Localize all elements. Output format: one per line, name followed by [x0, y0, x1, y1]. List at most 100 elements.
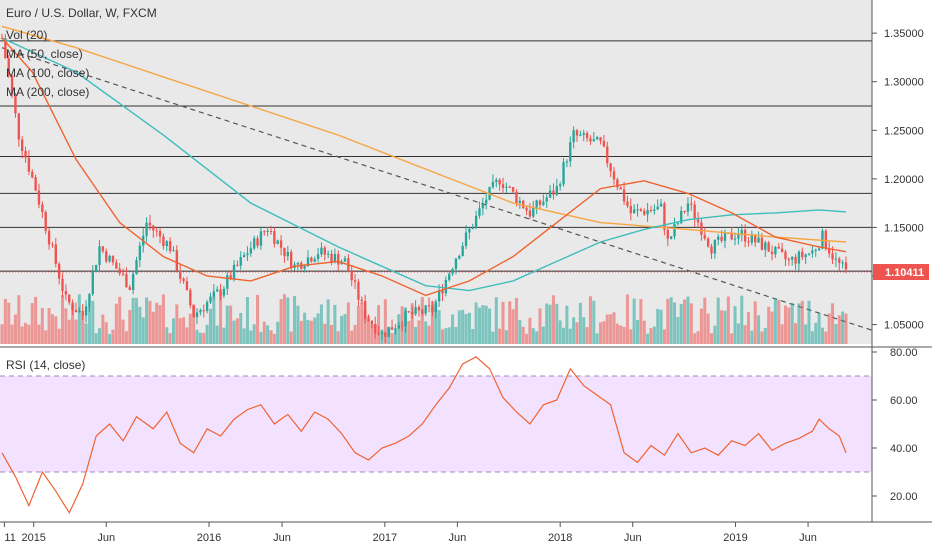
- candle-body: [57, 263, 61, 279]
- candle-body: [629, 205, 632, 214]
- volume-bar: [689, 303, 693, 344]
- volume-bar: [198, 332, 202, 344]
- time-axis[interactable]: 11 2015 Jun 2016 Jun 2017 Jun 2018 Jun 2019 Jun: [0, 521, 932, 544]
- candle-body: [495, 179, 498, 183]
- volume-bar: [844, 313, 848, 344]
- volume-bar: [346, 302, 350, 344]
- candle-body: [34, 177, 37, 191]
- candle-body: [807, 253, 811, 255]
- candle-body: [750, 234, 754, 243]
- legend-ma200[interactable]: MA (200, close): [6, 85, 90, 99]
- candle-body: [411, 312, 414, 315]
- candle-body: [94, 264, 98, 272]
- volume-bar: [817, 313, 821, 344]
- candle-body: [582, 133, 585, 135]
- volume-bar: [299, 320, 303, 344]
- candle-body: [474, 215, 478, 228]
- volume-bar: [790, 302, 794, 344]
- candle-body: [337, 253, 340, 265]
- volume-bar: [750, 330, 754, 344]
- candle-body: [242, 255, 246, 257]
- candle-body: [323, 247, 326, 255]
- volume-bar: [773, 298, 777, 344]
- candle-body: [387, 327, 390, 337]
- volume-bar: [245, 297, 249, 344]
- candle-body: [185, 281, 189, 291]
- volume-bar: [572, 317, 576, 344]
- candle-body: [101, 246, 105, 252]
- volume-bar: [67, 319, 71, 344]
- legend-volume[interactable]: Vol (20): [6, 28, 48, 42]
- candle-body: [91, 271, 94, 295]
- candle-body: [216, 289, 219, 292]
- candle-body: [562, 162, 565, 185]
- candle-body: [595, 137, 599, 140]
- candle-body: [616, 179, 619, 188]
- candle-body: [71, 302, 74, 310]
- candle-body: [717, 236, 720, 240]
- volume-bar: [20, 326, 24, 344]
- volume-bar: [71, 304, 75, 344]
- volume-bar: [720, 310, 724, 344]
- candle-body: [441, 290, 444, 294]
- volume-bar: [188, 313, 192, 344]
- candle-body: [125, 274, 128, 288]
- legend-ma100[interactable]: MA (100, close): [6, 66, 90, 80]
- volume-bar: [713, 325, 717, 344]
- volume-bar: [340, 315, 344, 344]
- volume-bar: [541, 326, 545, 344]
- candle-body: [801, 251, 804, 258]
- volume-bar: [491, 331, 495, 344]
- candle-body: [740, 229, 743, 235]
- candle-body: [454, 258, 458, 269]
- candle-body: [498, 179, 501, 185]
- volume-bar: [693, 333, 697, 344]
- time-tick-label: 2016: [197, 532, 221, 544]
- volume-bar: [420, 297, 424, 344]
- volume-bar: [414, 326, 418, 344]
- volume-bar: [235, 318, 239, 344]
- volume-bar: [195, 329, 199, 344]
- volume-bar: [615, 323, 619, 344]
- candle-body: [700, 222, 703, 235]
- candle-body: [195, 312, 199, 318]
- candle-body: [622, 189, 626, 202]
- candle-body: [68, 294, 71, 303]
- volume-bar: [454, 326, 458, 344]
- candle-body: [152, 225, 155, 231]
- volume-bar: [222, 327, 226, 344]
- candle-body: [330, 253, 333, 262]
- volume-bar: [477, 307, 481, 344]
- rsi-title[interactable]: RSI (14, close): [6, 358, 86, 372]
- legend-ma50[interactable]: MA (50, close): [6, 47, 83, 61]
- candle-body: [394, 328, 397, 330]
- volume-bar: [595, 333, 599, 344]
- candle-body: [138, 245, 142, 261]
- candle-body: [585, 133, 589, 139]
- candle-body: [414, 307, 417, 315]
- candle-body: [437, 290, 441, 302]
- candle-body: [612, 171, 616, 180]
- candle-body: [226, 275, 229, 289]
- candle-body: [397, 325, 400, 329]
- candle-body: [357, 281, 360, 300]
- volume-bar: [397, 314, 401, 344]
- candle-body: [74, 309, 78, 313]
- time-tick-label: Jun: [273, 532, 291, 544]
- candle-body: [632, 209, 636, 214]
- candle-body: [552, 190, 555, 195]
- volume-bar: [639, 299, 643, 344]
- volume-bar: [427, 325, 431, 344]
- candle-body: [286, 251, 289, 257]
- volume-bar: [457, 310, 461, 344]
- volume-bar: [87, 306, 91, 344]
- candle-body: [172, 250, 175, 252]
- moving-averages: [1, 25, 847, 297]
- candle-body: [283, 247, 286, 257]
- volume-bar: [24, 322, 28, 344]
- volume-bar: [726, 296, 730, 344]
- volume-bar: [256, 294, 260, 344]
- volume-bar: [225, 305, 229, 344]
- volume-bar: [202, 332, 206, 344]
- volume-bar: [185, 327, 189, 344]
